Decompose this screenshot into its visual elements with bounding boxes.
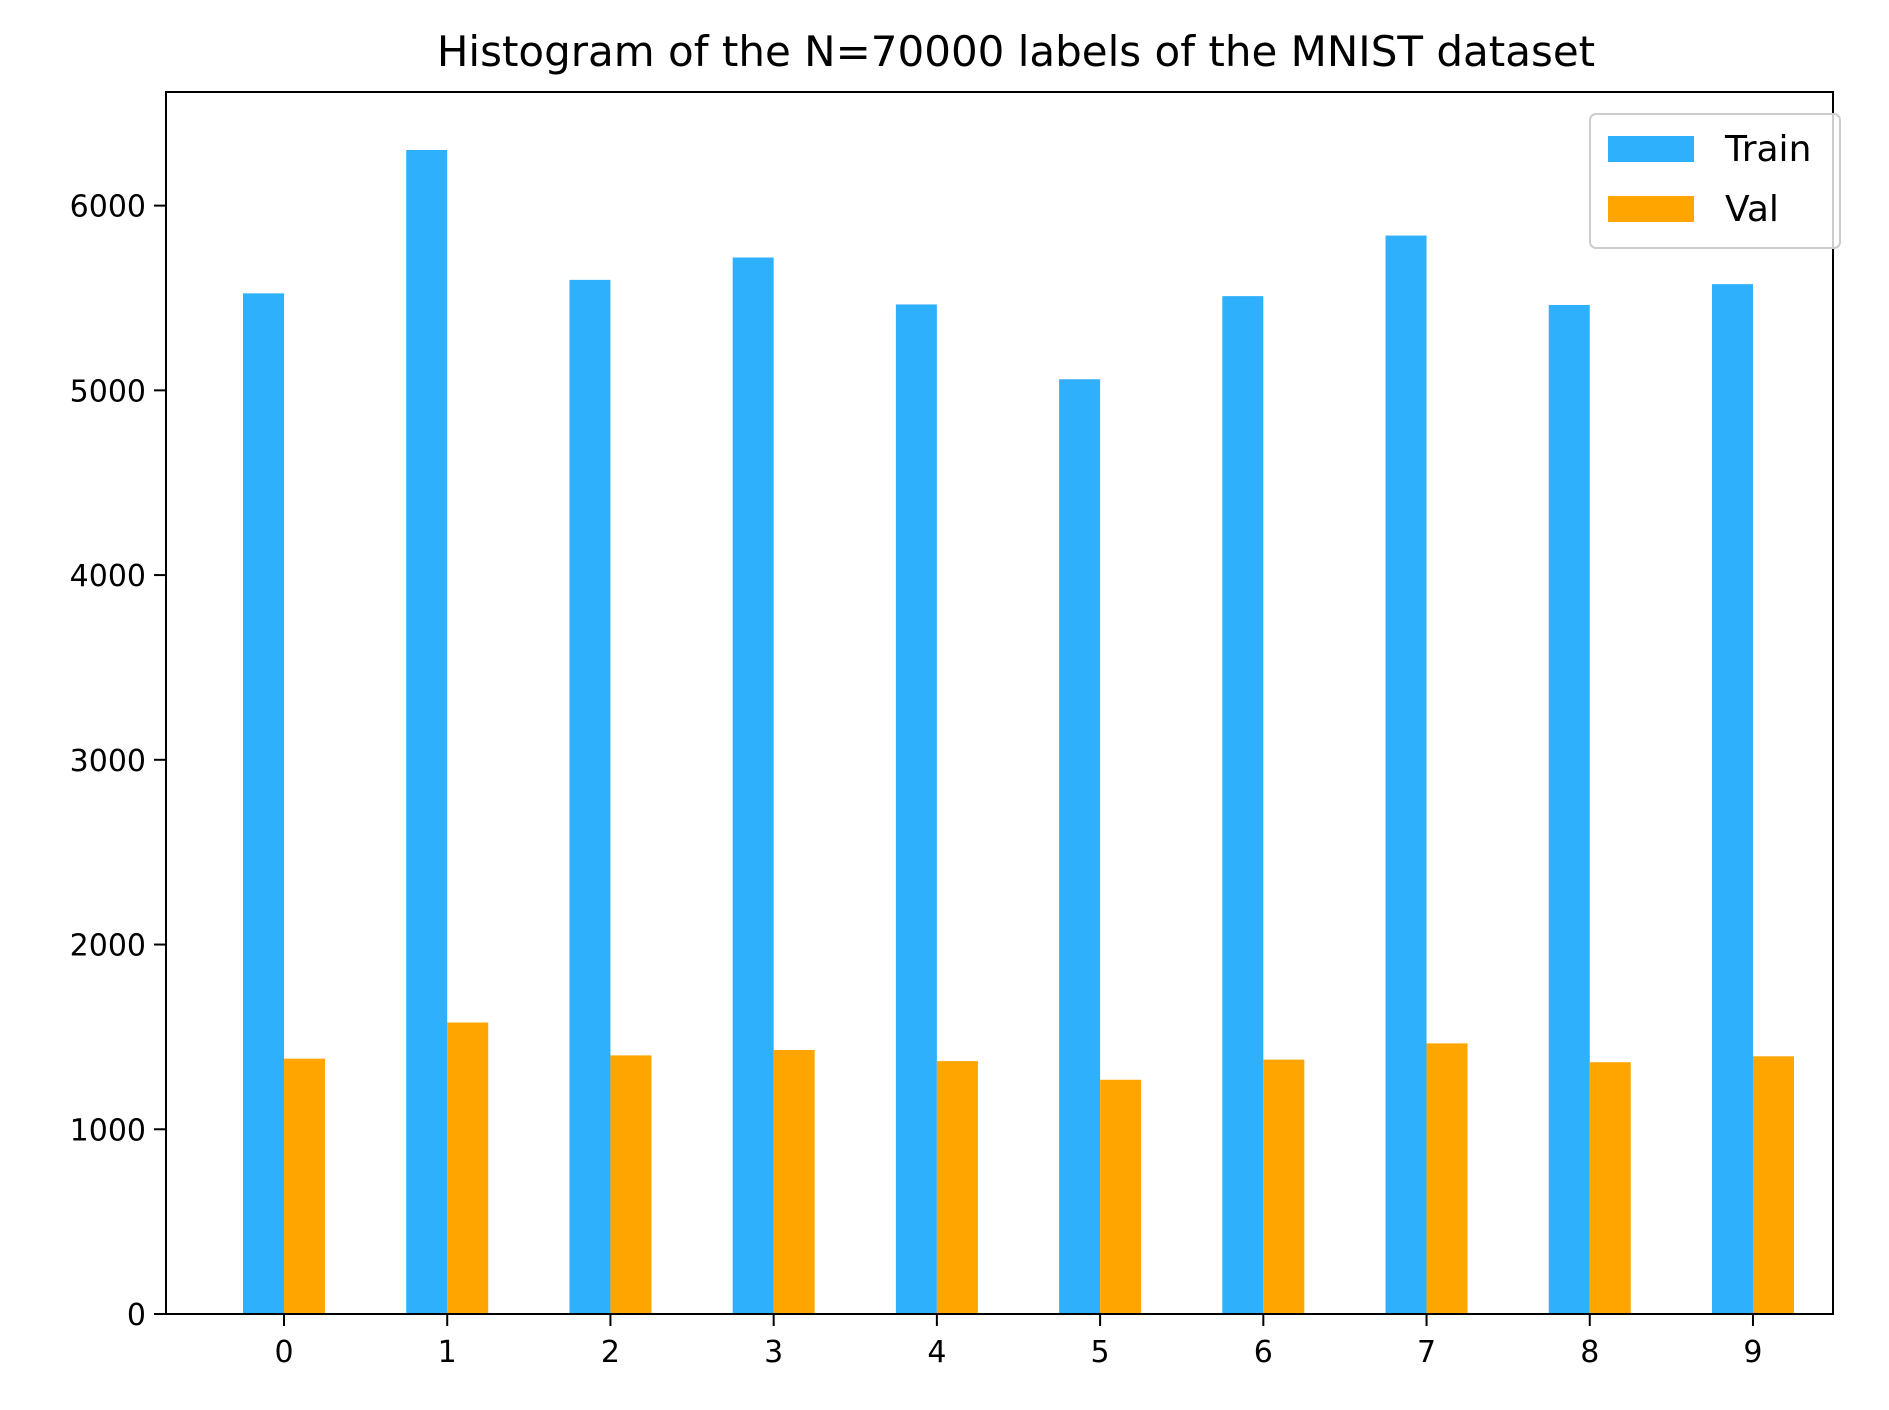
bar-train-5: [1059, 379, 1101, 1314]
bar-val-0: [284, 1058, 325, 1314]
x-axis: 0 1 2 3 4 5 6 7 8 9: [274, 1314, 1763, 1370]
x-tick-label: 6: [1254, 1335, 1273, 1370]
bar-train-3: [732, 257, 774, 1315]
y-tick-label: 3000: [70, 744, 146, 779]
bar-val-9: [1752, 1056, 1794, 1314]
legend-swatch-val: [1608, 196, 1694, 222]
y-tick-label: 2000: [70, 929, 146, 964]
x-tick-label: 0: [274, 1335, 293, 1370]
x-tick-label: 3: [764, 1335, 783, 1370]
y-tick-label: 4000: [70, 559, 146, 594]
bar-val-7: [1426, 1043, 1468, 1314]
bar-train-4: [895, 304, 937, 1314]
plot-frame: [165, 91, 1834, 1315]
bar-train-1: [406, 150, 448, 1314]
bar-train-8: [1548, 304, 1590, 1314]
bar-train-6: [1222, 296, 1264, 1314]
bar-train-0: [243, 293, 284, 1314]
x-tick-label: 4: [927, 1335, 946, 1370]
x-tick-label: 2: [601, 1335, 620, 1370]
chart-title: Histogram of the N=70000 labels of the M…: [437, 27, 1595, 76]
bar-val-5: [1100, 1079, 1142, 1314]
y-tick-label: 6000: [70, 190, 146, 225]
bar-val-2: [610, 1055, 652, 1314]
bar-train-7: [1385, 235, 1427, 1315]
y-tick-label: 5000: [70, 374, 146, 409]
y-axis: 0 1000 2000 3000 4000 5000 6000: [70, 190, 166, 1333]
bar-val-1: [447, 1022, 489, 1314]
x-tick-label: 8: [1580, 1335, 1599, 1370]
x-tick-label: 7: [1417, 1335, 1436, 1370]
y-tick-label: 1000: [70, 1113, 146, 1148]
legend: Train Val: [1589, 113, 1841, 249]
x-tick-label: 5: [1091, 1335, 1110, 1370]
bars-group: [243, 150, 1794, 1315]
bar-val-6: [1263, 1059, 1305, 1314]
x-tick-label: 1: [438, 1335, 457, 1370]
legend-label-val: Val: [1725, 189, 1779, 230]
bar-val-3: [773, 1050, 815, 1314]
bar-val-8: [1589, 1062, 1631, 1314]
x-tick-label: 9: [1743, 1335, 1762, 1370]
bar-train-9: [1711, 284, 1753, 1314]
legend-swatch-train: [1608, 136, 1694, 162]
legend-label-train: Train: [1724, 129, 1811, 170]
y-tick-label: 0: [127, 1298, 146, 1333]
bar-val-4: [936, 1061, 978, 1314]
bar-train-2: [569, 279, 611, 1315]
